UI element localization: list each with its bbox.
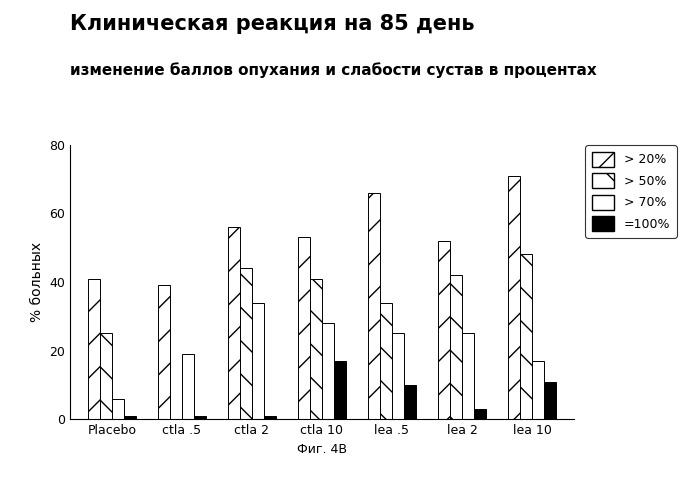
Bar (380, 303, 392, 419)
Bar (368, 193, 380, 419)
Bar (100, 334, 112, 419)
X-axis label: Фиг. 4B: Фиг. 4B (297, 443, 347, 456)
Bar (88, 279, 100, 419)
Bar (508, 175, 520, 419)
Bar (532, 361, 544, 419)
Bar (124, 416, 136, 419)
Bar (112, 399, 124, 419)
Bar (310, 279, 322, 419)
Bar (158, 285, 170, 419)
Bar (544, 382, 556, 419)
Bar (298, 237, 310, 419)
Bar (182, 354, 194, 419)
Bar (438, 241, 450, 419)
Y-axis label: % больных: % больных (29, 242, 43, 322)
Bar (474, 409, 486, 419)
Bar (404, 385, 416, 419)
Text: Клиническая реакция на 85 день: Клиническая реакция на 85 день (70, 14, 475, 34)
Bar (392, 334, 404, 419)
Bar (252, 303, 264, 419)
Text: изменение баллов опухания и слабости сустав в процентах: изменение баллов опухания и слабости сус… (70, 63, 596, 79)
Bar (450, 275, 462, 419)
Bar (240, 268, 252, 419)
Legend: > 20%, > 50%, > 70%, =100%: > 20%, > 50%, > 70%, =100% (585, 146, 677, 238)
Bar (462, 334, 474, 419)
Bar (228, 227, 240, 419)
Bar (520, 254, 532, 419)
Bar (264, 416, 276, 419)
Bar (334, 361, 346, 419)
Bar (322, 323, 334, 419)
Bar (194, 416, 206, 419)
